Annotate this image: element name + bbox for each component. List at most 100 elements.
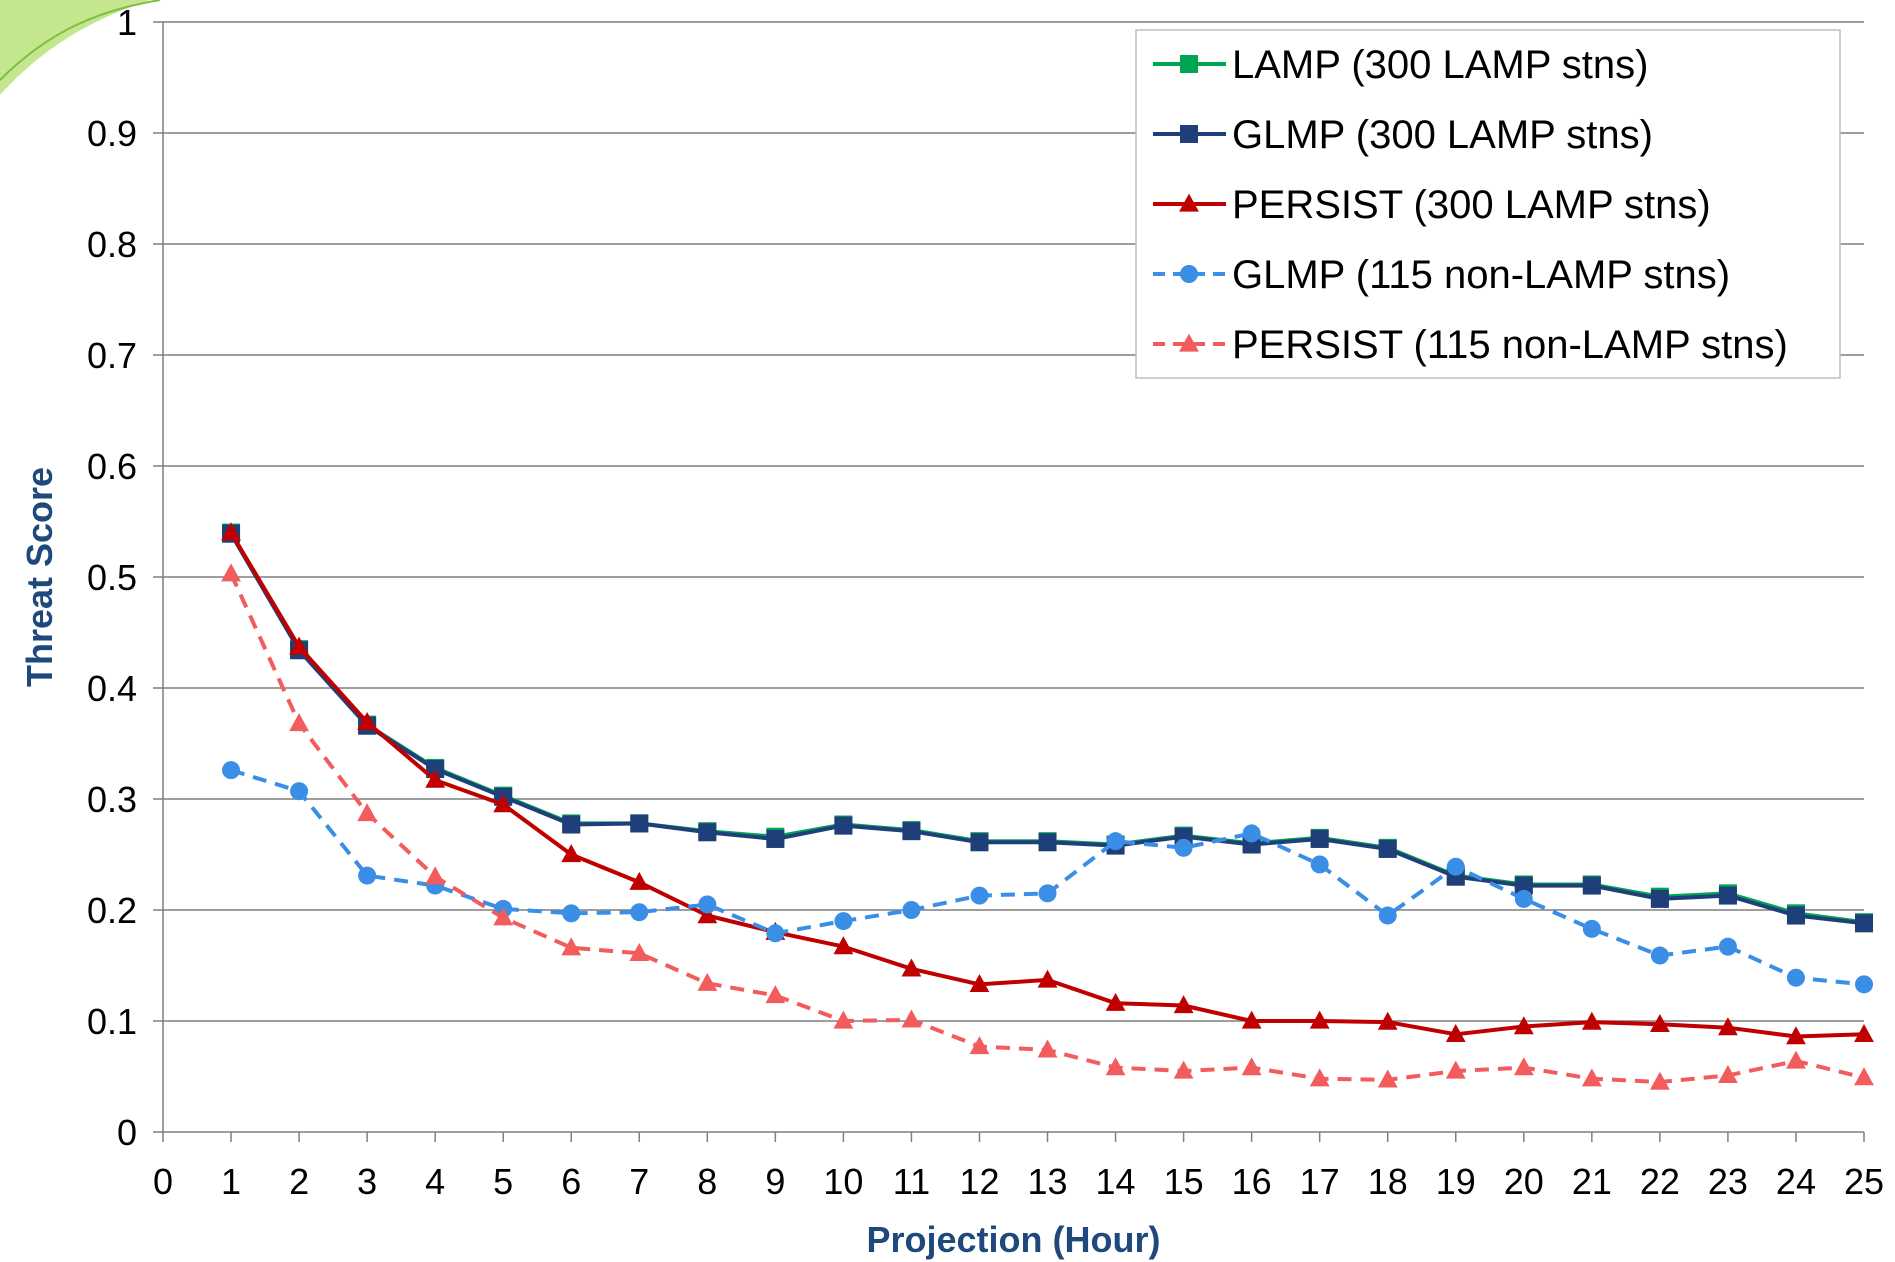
data-point [1309, 1010, 1330, 1029]
x-tick-label: 21 [1572, 1161, 1612, 1202]
x-tick-label: 12 [959, 1161, 999, 1202]
x-tick-label: 6 [561, 1161, 581, 1202]
legend-item: GLMP (115 non-LAMP stns) [1153, 253, 1730, 297]
data-point [1581, 1068, 1602, 1087]
x-tick-label: 14 [1096, 1161, 1136, 1202]
data-point [1038, 884, 1057, 903]
data-point [1513, 1016, 1534, 1035]
data-point [1786, 968, 1805, 987]
y-tick-label: 0.9 [87, 113, 137, 154]
x-tick-label: 13 [1027, 1161, 1067, 1202]
data-point [970, 886, 989, 905]
data-point [1513, 1057, 1534, 1076]
legend-label: GLMP (300 LAMP stns) [1232, 113, 1653, 157]
data-point [1718, 937, 1737, 956]
x-tick-label: 17 [1300, 1161, 1340, 1202]
data-point [1718, 1017, 1738, 1036]
x-tick-labels: 0 1 2 3 4 5 6 7 8 9 10 11 12 13 14 15 16 17 18 19 20 21 22 23 24… [153, 1161, 1884, 1202]
data-point [1650, 889, 1669, 908]
y-tick-label: 1 [117, 2, 137, 43]
x-tick-label: 15 [1164, 1161, 1204, 1202]
data-point [1854, 1067, 1874, 1086]
data-point [1581, 1011, 1602, 1030]
legend-swatch-marker [1180, 55, 1198, 73]
x-tick-label: 20 [1504, 1161, 1544, 1202]
data-point [1173, 1060, 1194, 1079]
x-tick-label: 0 [153, 1161, 173, 1202]
data-point [1241, 1057, 1262, 1076]
data-point [1786, 906, 1805, 925]
legend-label: PERSIST (300 LAMP stns) [1232, 183, 1711, 227]
data-point [1855, 975, 1873, 994]
data-point [970, 833, 989, 852]
data-point [1649, 1071, 1670, 1090]
data-point [1310, 829, 1329, 848]
legend-item: GLMP (300 LAMP stns) [1153, 113, 1653, 157]
data-point [562, 815, 581, 834]
data-point [902, 901, 921, 919]
data-point [969, 1036, 990, 1055]
axes [162, 22, 1865, 1142]
x-tick-label: 10 [823, 1161, 863, 1202]
legend-label: PERSIST (115 non-LAMP stns) [1232, 323, 1788, 367]
legend-box [1135, 29, 1841, 379]
data-point [765, 985, 786, 1004]
x-tick-label: 22 [1640, 1161, 1680, 1202]
data-point [1445, 1023, 1466, 1042]
data-point [630, 814, 649, 833]
data-point [766, 924, 785, 943]
data-point [1377, 1011, 1398, 1030]
data-point [1037, 969, 1058, 988]
data-point [697, 972, 718, 991]
data-point [833, 936, 854, 955]
data-point [1649, 1013, 1670, 1032]
series-3 [221, 522, 1874, 1045]
corner-swoosh-decoration [0, 0, 161, 95]
data-point [1650, 946, 1669, 965]
data-point [1173, 995, 1194, 1014]
data-point [1038, 833, 1057, 852]
data-point [698, 895, 717, 914]
data-point [1378, 839, 1397, 858]
x-tick-label: 18 [1368, 1161, 1408, 1202]
data-point [698, 823, 717, 842]
x-tick-label: 9 [765, 1161, 785, 1202]
corner-swoosh-shape [0, 0, 150, 95]
data-point [425, 769, 446, 788]
x-tick-label: 7 [629, 1161, 649, 1202]
data-point [358, 866, 377, 885]
legend-item: PERSIST (115 non-LAMP stns) [1153, 323, 1788, 367]
data-point [1514, 889, 1533, 908]
data-point [766, 829, 785, 848]
data-point [1309, 1068, 1330, 1087]
data-point [969, 974, 990, 993]
data-point [1106, 832, 1125, 851]
data-point [561, 937, 582, 956]
data-point [629, 871, 650, 890]
y-axis-title: Threat Score [19, 467, 60, 687]
data-point [1718, 1065, 1738, 1084]
legend-item: LAMP (300 LAMP stns) [1153, 43, 1648, 87]
y-tick-label: 0.6 [87, 446, 137, 487]
x-axis-title: Projection (Hour) [867, 1219, 1161, 1260]
x-tick-label: 24 [1776, 1161, 1816, 1202]
data-point [629, 942, 650, 961]
data-point [1446, 857, 1465, 876]
data-point [221, 522, 241, 541]
y-tick-label: 0.3 [87, 779, 137, 820]
data-point [1514, 876, 1533, 895]
legend-swatch-marker [1179, 333, 1199, 352]
x-tick-label: 8 [697, 1161, 717, 1202]
data-point [1378, 906, 1397, 925]
data-point [1855, 914, 1873, 933]
data-point [1105, 1057, 1126, 1076]
data-point [425, 866, 446, 885]
x-tick-label: 23 [1708, 1161, 1748, 1202]
data-point [1310, 855, 1329, 874]
data-point [561, 844, 582, 863]
y-tick-label: 0 [117, 1112, 137, 1153]
legend-label: GLMP (115 non-LAMP stns) [1232, 253, 1730, 297]
x-tick-label: 16 [1232, 1161, 1272, 1202]
series-1 [222, 523, 1873, 932]
gridlines [153, 21, 1864, 1133]
